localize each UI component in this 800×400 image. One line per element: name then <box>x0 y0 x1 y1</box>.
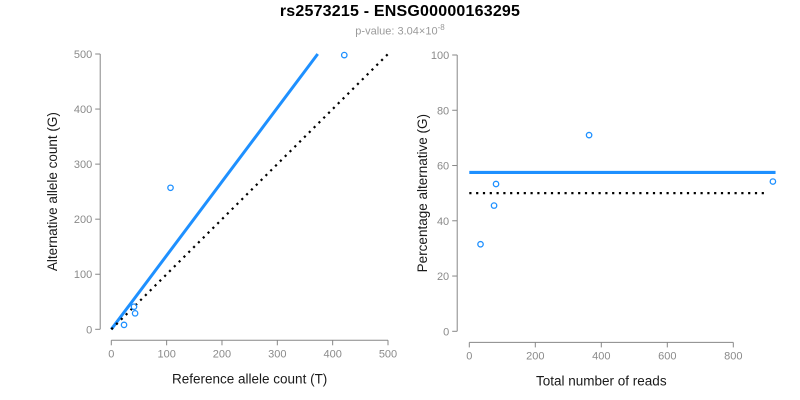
allele-counts-y-tick-label: 0 <box>86 324 92 336</box>
percentage-reads-data-point <box>492 180 500 188</box>
allele-counts-data-point <box>120 321 128 329</box>
allele-counts-x-axis-title: Reference allele count (T) <box>172 371 327 386</box>
allele-counts-regression-line <box>110 53 319 331</box>
plot-title: rs2573215 - ENSG00000163295 <box>279 3 521 20</box>
percentage-reads-y-axis-title: Percentage alternative (G) <box>415 114 430 272</box>
percentage-reads-x-tick-label: 600 <box>658 350 676 362</box>
allele-counts-data-point <box>167 184 174 192</box>
allele-counts-plot: 0 100 200 300 400 500 0 100 200 300 400 500 Referenc… <box>45 49 397 386</box>
pvalue-exponent: -8 <box>437 23 445 32</box>
percentage-reads-x-tick-label: 400 <box>592 350 610 362</box>
allele-counts-data-point <box>130 303 138 311</box>
percentage-reads-data-point <box>585 131 593 139</box>
percentage-reads-y-tick-label: 40 <box>437 216 449 228</box>
allele-counts-x-tick-label: 500 <box>379 348 397 360</box>
allele-counts-y-axis-title: Alternative allele count (G) <box>45 112 60 271</box>
percentage-reads-y-tick-label: 20 <box>437 271 449 283</box>
allele-counts-x-tick-label: 400 <box>323 348 341 360</box>
percentage-reads-data-point <box>769 178 777 185</box>
plot-subtitle: p-value: 3.04×10-8 <box>0 23 800 38</box>
percentage-reads-x-tick-label: 800 <box>724 350 742 362</box>
allele-counts-y-tick-label: 200 <box>74 214 92 226</box>
percentage-reads-plot: 0 200 400 600 800 0 20 40 60 80 100 Total number of… <box>415 50 777 388</box>
allele-counts-data-point <box>340 51 348 59</box>
allele-counts-data-point <box>131 309 139 317</box>
allele-counts-x-tick-label: 200 <box>213 348 231 360</box>
percentage-reads-x-tick-label: 200 <box>526 350 544 362</box>
percentage-reads-x-tick-label: 0 <box>466 350 472 362</box>
allele-counts-x-tick-label: 0 <box>108 348 114 360</box>
percentage-reads-y-tick-label: 60 <box>437 161 449 173</box>
percentage-reads-x-axis-title: Total number of reads <box>536 373 667 388</box>
allele-counts-x-tick-label: 300 <box>268 348 286 360</box>
percentage-reads-data-point <box>477 240 484 248</box>
allele-counts-y-tick-label: 500 <box>74 49 92 61</box>
percentage-reads-y-tick-label: 0 <box>443 326 449 338</box>
percentage-reads-y-tick-label: 100 <box>431 50 449 62</box>
allele-counts-y-tick-label: 300 <box>74 159 92 171</box>
allele-counts-x-tick-label: 100 <box>157 348 175 360</box>
percentage-reads-data-point <box>490 202 498 209</box>
allele-counts-y-tick-label: 400 <box>74 104 92 116</box>
allele-counts-identity-line <box>110 53 389 331</box>
percentage-reads-y-tick-label: 80 <box>437 105 449 117</box>
allele-counts-y-tick-label: 100 <box>74 269 92 281</box>
pvalue-text: p-value: 3.04×10 <box>355 25 438 38</box>
